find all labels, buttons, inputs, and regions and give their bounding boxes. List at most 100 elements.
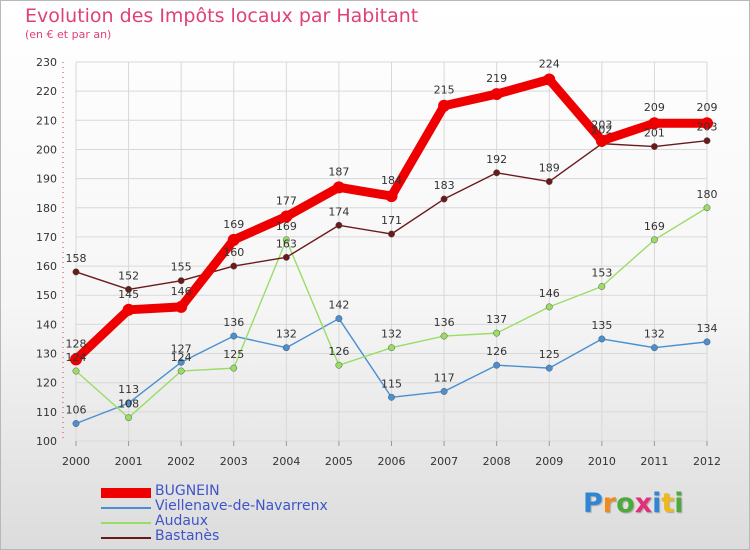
data-point: [125, 285, 133, 293]
data-point: [177, 367, 185, 375]
data-point: [703, 137, 711, 145]
data-label: 126: [328, 345, 349, 358]
data-label: 135: [591, 319, 612, 332]
data-label: 169: [276, 220, 297, 233]
axes: 100 110 120 130 140 150 160 170 180 190 200 210 220 2…: [36, 56, 721, 468]
legend-swatch: [101, 536, 151, 539]
data-point: [543, 73, 556, 86]
legend-item: BUGNEIN: [101, 483, 381, 500]
x-tick-label: 2000: [62, 455, 90, 468]
series-0: [70, 73, 713, 366]
x-tick-label: 2001: [115, 455, 143, 468]
data-label: 132: [644, 328, 665, 341]
x-tick-label: 2011: [640, 455, 668, 468]
legend-label: Viellenave-de-Navarrenx: [155, 498, 328, 514]
data-label: 124: [66, 351, 87, 364]
data-point: [177, 277, 185, 285]
data-label: 146: [171, 285, 192, 298]
data-label: 125: [223, 348, 244, 361]
data-point: [438, 99, 451, 112]
data-label: 113: [118, 383, 139, 396]
data-label: 184: [381, 174, 402, 187]
data-point: [648, 117, 661, 130]
data-point: [440, 332, 448, 340]
data-point: [440, 387, 448, 395]
data-label: 136: [223, 316, 244, 329]
legend-label: BUGNEIN: [155, 483, 220, 499]
data-label: 126: [486, 345, 507, 358]
data-label: 201: [644, 127, 665, 140]
data-point: [493, 329, 501, 337]
data-label: 106: [66, 404, 87, 417]
data-label: 203: [697, 121, 718, 134]
data-label: 171: [381, 214, 402, 227]
data-point: [230, 332, 238, 340]
data-point: [332, 181, 345, 194]
data-label: 134: [697, 322, 718, 335]
data-point: [280, 210, 293, 223]
data-point: [230, 262, 238, 270]
data-point: [282, 236, 290, 244]
data-label: 128: [66, 337, 87, 350]
x-tick-label: 2005: [325, 455, 353, 468]
data-point: [545, 364, 553, 372]
data-label: 155: [171, 261, 192, 274]
data-point: [388, 344, 395, 352]
data-point: [493, 361, 501, 369]
y-tick-label: 180: [36, 202, 57, 215]
data-label: 163: [276, 237, 297, 250]
y-tick-label: 100: [36, 435, 57, 448]
data-point: [72, 268, 80, 276]
data-label: 192: [486, 153, 507, 166]
data-label: 202: [591, 124, 612, 137]
data-label: 160: [223, 246, 244, 259]
data-point: [545, 303, 553, 311]
data-label: 215: [434, 84, 455, 97]
x-tick-label: 2003: [220, 455, 248, 468]
data-point: [125, 414, 133, 422]
data-point: [440, 195, 448, 203]
data-label: 209: [644, 101, 665, 114]
x-tick-label: 2012: [693, 455, 721, 468]
x-tick-label: 2002: [167, 455, 195, 468]
data-point: [122, 303, 135, 316]
data-label: 132: [276, 328, 297, 341]
data-label: 187: [328, 165, 349, 178]
data-point: [598, 335, 606, 343]
series-1: [72, 315, 711, 427]
data-point: [335, 361, 343, 369]
legend-label: Bastanès: [155, 528, 220, 544]
x-tick-label: 2009: [535, 455, 563, 468]
chart-subtitle: (en € et par an): [25, 28, 112, 41]
data-label: 142: [328, 299, 349, 312]
legend-item: Bastanès: [101, 528, 381, 545]
data-point: [335, 315, 343, 323]
data-point: [388, 230, 395, 238]
data-point: [385, 190, 398, 203]
data-label: 169: [223, 218, 244, 231]
data-label: 183: [434, 179, 455, 192]
grid: [75, 61, 708, 442]
data-point: [701, 117, 713, 130]
data-label: 124: [171, 351, 192, 364]
data-label: 177: [276, 195, 297, 208]
legend-label: Audaux: [155, 513, 209, 529]
data-point: [490, 88, 503, 101]
data-label: 117: [434, 371, 455, 384]
x-tick-label: 2010: [588, 455, 616, 468]
legend-swatch: [101, 487, 151, 498]
legend-swatch: [101, 506, 151, 509]
series-lines: [70, 73, 713, 427]
data-label: 158: [66, 252, 87, 265]
y-tick-label: 120: [36, 377, 57, 390]
y-tick-label: 220: [36, 85, 57, 98]
x-tick-label: 2006: [378, 455, 406, 468]
data-label: 224: [539, 57, 560, 70]
data-point: [282, 253, 290, 261]
data-label: 180: [697, 188, 718, 201]
data-point: [335, 221, 343, 229]
data-point: [545, 178, 553, 185]
series-2: [72, 204, 711, 422]
data-label: 115: [381, 377, 402, 390]
